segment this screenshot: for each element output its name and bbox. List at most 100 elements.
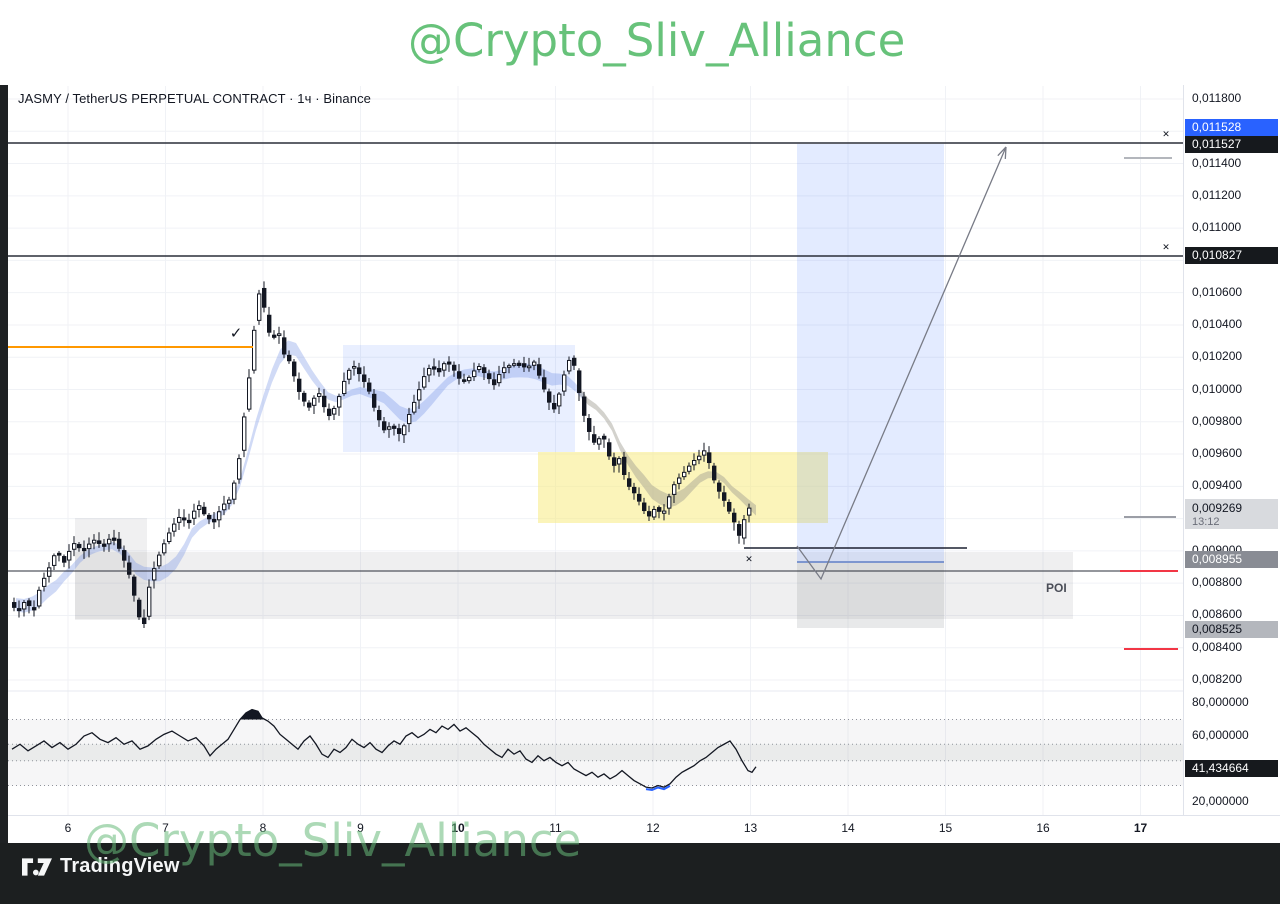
candle-up [692, 460, 697, 466]
candle-up [37, 589, 42, 607]
price-tick-label: 0,008800 [1192, 575, 1243, 590]
projection-gray-sub-box[interactable] [797, 562, 944, 628]
distribution-yellow-box[interactable] [538, 452, 828, 523]
candle-up [667, 496, 672, 509]
candle-up [152, 568, 157, 581]
candle-up [172, 523, 177, 532]
projection-arrow[interactable] [796, 146, 1007, 581]
candle-down [607, 442, 612, 457]
candle-down [392, 425, 397, 429]
candle-down [717, 482, 722, 492]
price-axis-badge[interactable]: 41,434664 [1185, 759, 1278, 777]
candle-down [452, 364, 457, 371]
price-axis-badge[interactable]: 0,008525 [1185, 620, 1278, 638]
candle-down [57, 552, 62, 556]
pullback-gray-box[interactable] [75, 518, 147, 620]
candle-up [662, 510, 667, 514]
candle-up [467, 376, 472, 382]
projection-blue-box[interactable] [797, 144, 944, 562]
candle-down [17, 608, 22, 612]
candle-down [737, 524, 742, 536]
candle-down [137, 599, 142, 618]
candle-up [412, 401, 417, 413]
close-icon[interactable]: ✕ [1162, 130, 1170, 140]
candle-up [47, 567, 52, 577]
candle-down [32, 607, 37, 611]
candle-down [517, 362, 522, 366]
price-tick-label: 0,011000 [1192, 220, 1242, 235]
candle-down [727, 501, 732, 512]
projection-arrow-head [997, 146, 1007, 159]
candle-down [492, 379, 497, 386]
candle-up [407, 414, 412, 425]
candle-up [107, 538, 112, 545]
candle-up [192, 510, 197, 519]
candle-up [67, 550, 72, 561]
price-tick-label: 0,011200 [1192, 187, 1242, 202]
candle-up [72, 543, 77, 550]
candle-up [652, 508, 657, 518]
price-axis-badge[interactable]: 0,010827 [1185, 246, 1278, 264]
candle-up [317, 393, 322, 397]
time-tick-label: 6 [64, 821, 72, 835]
time-tick-label: 13 [743, 821, 758, 835]
price-axis-badge[interactable]: 0,011528 [1185, 118, 1278, 136]
symbol-title: JASMY / TetherUS PERPETUAL CONTRACT · 1ч… [18, 91, 372, 106]
candle-up [312, 397, 317, 406]
candle-up [197, 505, 202, 510]
candle-up [332, 407, 337, 415]
price-tick-label: 0,008600 [1192, 607, 1243, 622]
candle-down [292, 361, 297, 377]
candle-down [132, 576, 137, 596]
time-tick-label: 8 [259, 821, 267, 835]
price-tick-label: 0,010600 [1192, 284, 1243, 299]
candle-down [577, 370, 582, 393]
time-tick-label: 10 [451, 821, 465, 835]
tradingview-logo[interactable]: TradingView [22, 855, 180, 878]
candle-down [622, 456, 627, 475]
candle-up [502, 367, 507, 374]
candle-down [362, 374, 367, 382]
candle-down [27, 600, 32, 607]
candle-down [582, 396, 587, 416]
candle-down [457, 371, 462, 379]
candle-down [367, 382, 372, 392]
candle-down [267, 314, 272, 333]
candle-down [182, 517, 187, 521]
candle-down [142, 617, 147, 625]
price-axis-badge[interactable]: 0,009269 13:12 [1185, 499, 1278, 529]
candle-up [42, 577, 47, 587]
close-icon[interactable]: ✕ [745, 555, 753, 565]
candle-down [612, 457, 617, 466]
alert-check-icon: ✓ [230, 324, 243, 342]
candle-up [567, 359, 572, 372]
price-axis-badge[interactable]: 0,008955 [1185, 550, 1278, 568]
candle-up [52, 555, 57, 566]
candle-down [187, 519, 192, 524]
time-axis[interactable] [8, 815, 1280, 844]
close-icon[interactable]: ✕ [1162, 243, 1170, 253]
candle-down [127, 562, 132, 575]
candle-down [572, 357, 577, 366]
candle-down [122, 550, 127, 561]
candle-up [532, 361, 537, 366]
candle-down [547, 391, 552, 403]
candle-down [357, 367, 362, 375]
rsi-tick-label: 60,000000 [1192, 728, 1249, 742]
price-axis[interactable] [1183, 85, 1280, 843]
candle-down [77, 543, 82, 549]
candle-down [117, 538, 122, 549]
candle-up [222, 503, 227, 511]
time-tick-label: 16 [1036, 821, 1050, 835]
candle-down [207, 514, 212, 520]
candle-up [702, 450, 707, 456]
price-axis-badge[interactable]: 0,011527 [1185, 135, 1278, 153]
candle-down [397, 428, 402, 434]
poi-demand-band[interactable] [75, 552, 1073, 619]
candle-up [342, 380, 347, 395]
candle-down [272, 334, 277, 338]
candle-up [92, 539, 97, 544]
candle-down [262, 287, 267, 308]
